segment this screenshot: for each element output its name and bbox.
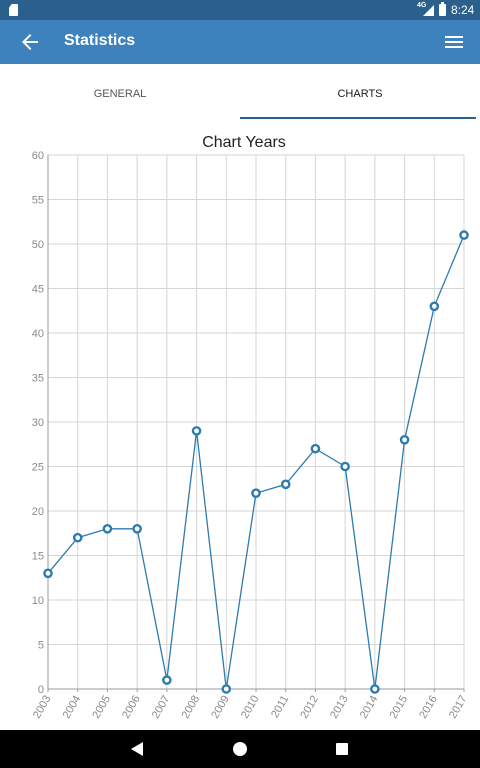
y-tick-label: 50: [32, 239, 44, 251]
y-tick-label: 60: [32, 150, 44, 162]
x-tick-label: 2006: [120, 694, 143, 721]
series: [43, 230, 469, 694]
data-point: [459, 230, 469, 240]
data-point: [280, 479, 291, 490]
y-tick-label: 30: [32, 417, 44, 429]
battery-icon: [439, 2, 446, 16]
home-nav-icon[interactable]: [233, 742, 247, 756]
y-tick-label: 35: [32, 373, 44, 385]
app-bar: Statistics: [0, 20, 480, 64]
x-tick-label: 2014: [358, 694, 381, 721]
line-chart: Chart Years 0 5 10 15 20 25 30 35 40 45 50 55 60 2003…: [31, 134, 470, 721]
y-tick-label: 15: [32, 551, 44, 563]
x-tick-label: 2016: [417, 694, 440, 721]
x-tick-label: 2007: [150, 694, 173, 721]
back-nav-icon[interactable]: [131, 742, 143, 756]
y-tick-label: 10: [32, 595, 44, 607]
x-tick-label: 2009: [209, 694, 232, 721]
x-tick-label: 2012: [298, 694, 321, 721]
y-tick-label: 5: [38, 640, 44, 652]
y-tick-label: 45: [32, 284, 44, 296]
page-title: Statistics: [64, 32, 136, 49]
data-point: [72, 532, 83, 543]
data-point: [132, 523, 142, 534]
y-tick-label: 25: [32, 462, 44, 474]
tab-general[interactable]: GENERAL: [93, 88, 147, 100]
data-point: [102, 523, 113, 534]
hamburger-menu-icon: [445, 36, 463, 48]
data-point: [429, 301, 440, 312]
grid: [47, 154, 465, 690]
y-tick-label: 20: [32, 506, 44, 518]
x-tick-label: 2015: [388, 694, 411, 721]
tab-charts[interactable]: CHARTS: [337, 88, 383, 100]
x-tick-label: 2010: [239, 694, 262, 721]
menu-button[interactable]: [442, 30, 466, 54]
y-tick-label: 55: [32, 195, 44, 207]
data-point: [251, 488, 261, 499]
sd-card-icon: [9, 4, 18, 16]
navigation-bar: [0, 730, 480, 768]
network-type: 4G: [417, 2, 427, 9]
x-tick-label: 2017: [447, 694, 470, 721]
arrow-left-icon: [22, 34, 38, 50]
back-button[interactable]: [18, 30, 42, 54]
data-point: [310, 443, 321, 454]
y-tick-label: 40: [32, 328, 44, 340]
status-clock: 8:24: [451, 3, 475, 17]
x-tick-label: 2004: [61, 694, 84, 721]
y-tick-label: 0: [38, 684, 44, 696]
data-point: [370, 684, 380, 694]
chart-title: Chart Years: [202, 134, 286, 151]
signal-icon: [423, 5, 434, 16]
data-point: [221, 684, 232, 694]
data-point: [162, 675, 172, 685]
x-tick-label: 2013: [328, 694, 351, 721]
x-tick-label: 2011: [269, 694, 291, 720]
x-tick-label: 2003: [31, 694, 54, 721]
status-bar: 4G 8:24: [0, 0, 480, 20]
data-point: [43, 568, 53, 579]
tab-indicator: [240, 117, 476, 119]
x-tick-label: 2008: [180, 694, 203, 721]
recents-nav-icon[interactable]: [336, 743, 348, 755]
x-tick-label: 2005: [90, 694, 113, 721]
data-point: [191, 426, 202, 436]
data-point: [399, 434, 410, 445]
data-point: [340, 461, 350, 472]
tab-bar: GENERAL CHARTS: [0, 64, 480, 120]
chart-area: Chart Years 0 5 10 15 20 25 30 35 40 45 50 55 60 2003…: [0, 120, 480, 730]
